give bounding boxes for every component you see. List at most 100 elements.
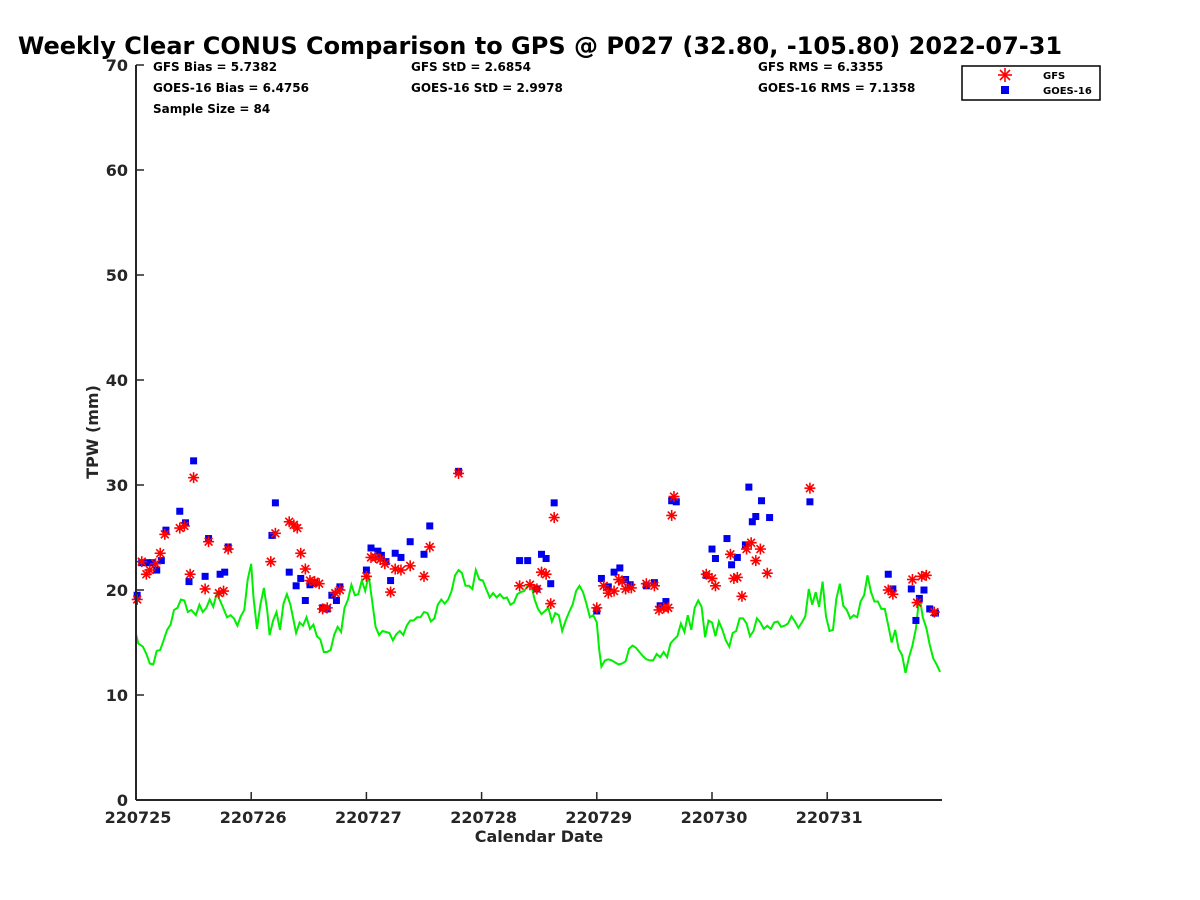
y-tick-label: 70 — [106, 56, 128, 75]
x-tick-label: 220729 — [565, 808, 632, 827]
gfs-point — [540, 568, 552, 580]
gps-line — [135, 563, 942, 674]
gfs-point — [299, 563, 311, 575]
goes16-point — [745, 483, 753, 491]
goes16-point — [752, 513, 760, 520]
goes16-point — [926, 605, 934, 613]
gfs-point — [136, 556, 148, 568]
stats-box: GFS Bias = 5.7382 GOES-16 Bias = 6.4756 … — [153, 60, 915, 116]
gfs-point — [625, 582, 637, 594]
gfs-point — [668, 491, 680, 503]
gfs-point — [453, 467, 465, 479]
y-tick-label: 20 — [106, 581, 128, 600]
goes16-point — [420, 550, 428, 558]
goes16-point — [426, 522, 434, 530]
gfs-point — [188, 472, 200, 484]
x-axis-label: Calendar Date — [475, 827, 604, 846]
goes16-point — [362, 566, 370, 574]
gfs-point — [144, 564, 156, 576]
x-tick-label: 220725 — [105, 808, 172, 827]
gfs-point — [745, 537, 757, 549]
legend-gfs-label: GFS — [1043, 71, 1065, 82]
goes16-point — [176, 507, 184, 515]
goes16-point — [221, 568, 229, 576]
y-tick-label: 0 — [117, 791, 128, 810]
stat-gfs-bias: GFS Bias = 5.7382 — [153, 60, 277, 74]
gfs-point — [418, 570, 430, 582]
gfs-point — [199, 583, 211, 595]
gfs-point — [379, 558, 391, 570]
legend-gfs-marker-icon — [998, 68, 1012, 82]
goes16-point — [182, 519, 190, 527]
gfs-point — [150, 558, 162, 570]
y-tick-label: 60 — [106, 161, 128, 180]
gfs-point — [754, 543, 766, 555]
goes16-point — [397, 553, 405, 561]
plot-area — [131, 457, 942, 674]
gfs-point — [329, 587, 341, 599]
gfs-point — [531, 583, 543, 595]
goes16-point — [668, 497, 676, 505]
goes16-point — [610, 568, 618, 576]
goes16-point — [157, 557, 165, 565]
y-tick-label: 30 — [106, 476, 128, 495]
gfs-point — [545, 598, 557, 610]
gfs-point — [321, 602, 333, 614]
gfs-point — [385, 586, 397, 598]
gfs-series — [131, 467, 940, 618]
stat-sample-size: Sample Size = 84 — [153, 102, 270, 116]
goes16-point — [597, 574, 605, 582]
legend-goes16-label: GOES-16 — [1043, 86, 1092, 97]
goes16-point — [884, 570, 892, 578]
gfs-point — [291, 522, 303, 534]
gps-line-series — [135, 563, 942, 674]
goes16-point — [216, 570, 224, 578]
x-tick-label: 220727 — [335, 808, 402, 827]
goes16-point — [162, 526, 170, 534]
gfs-point — [920, 569, 932, 581]
gfs-point — [804, 482, 816, 494]
goes16-point — [912, 616, 920, 624]
goes16-point — [708, 545, 716, 553]
goes16-point — [672, 498, 680, 506]
y-axis-ticks: 0 10 20 30 40 50 60 70 — [106, 56, 144, 810]
goes16-point — [766, 514, 774, 522]
goes16-point — [153, 566, 161, 574]
goes16-point — [190, 457, 198, 465]
x-tick-label: 220728 — [450, 808, 517, 827]
goes16-point — [723, 535, 731, 543]
goes16-point — [622, 576, 630, 583]
legend-goes16-marker-icon — [1001, 86, 1009, 94]
goes16-point — [524, 557, 532, 565]
goes16-point — [201, 572, 209, 580]
goes16-point — [656, 602, 664, 610]
gfs-point — [761, 567, 773, 579]
legend: GFS GOES-16 — [961, 65, 1101, 101]
gfs-point — [731, 571, 743, 583]
goes16-point — [406, 538, 414, 546]
gfs-point — [360, 570, 372, 582]
goes16-point — [332, 597, 340, 604]
goes16-point — [733, 553, 741, 561]
gfs-point — [548, 512, 560, 524]
chart-title: Weekly Clear CONUS Comparison to GPS @ P… — [18, 32, 1062, 60]
gfs-point — [709, 580, 721, 592]
gfs-point — [159, 528, 171, 540]
gfs-point — [640, 578, 652, 590]
stat-goes16-rms: GOES-16 RMS = 7.1358 — [758, 81, 915, 95]
goes16-point — [374, 547, 382, 555]
gfs-point — [724, 548, 736, 560]
gfs-point — [514, 580, 526, 592]
gfs-point — [313, 578, 325, 590]
goes16-point — [626, 581, 634, 589]
goes16-point — [616, 564, 624, 572]
y-axis-label: TPW (mm) — [83, 385, 102, 479]
x-tick-label: 220731 — [796, 808, 863, 827]
gfs-point — [309, 576, 321, 588]
y-tick-label: 10 — [106, 686, 128, 705]
goes16-point — [391, 549, 399, 557]
gfs-point — [178, 520, 190, 532]
goes16-point — [185, 578, 193, 586]
